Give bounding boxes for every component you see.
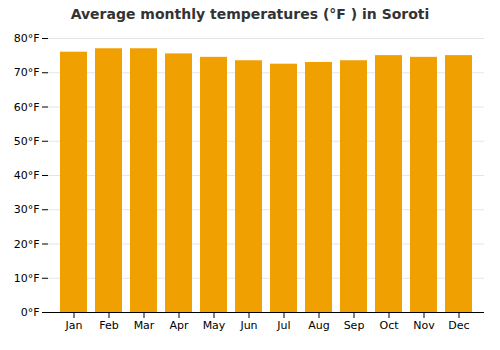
svg-text:40°F: 40°F [14, 169, 40, 182]
svg-text:20°F: 20°F [14, 238, 40, 251]
svg-text:Aug: Aug [308, 319, 329, 332]
svg-text:Jun: Jun [239, 319, 257, 332]
svg-text:May: May [203, 319, 226, 332]
svg-text:Jan: Jan [65, 319, 83, 332]
svg-text:Apr: Apr [169, 319, 189, 332]
svg-text:60°F: 60°F [14, 101, 40, 114]
svg-text:Mar: Mar [134, 319, 155, 332]
svg-text:Nov: Nov [413, 319, 435, 332]
svg-text:Feb: Feb [99, 319, 118, 332]
svg-text:Dec: Dec [448, 319, 469, 332]
svg-text:10°F: 10°F [14, 272, 40, 285]
svg-text:50°F: 50°F [14, 135, 40, 148]
svg-text:30°F: 30°F [14, 203, 40, 216]
svg-text:0°F: 0°F [21, 306, 40, 319]
svg-text:Oct: Oct [379, 319, 399, 332]
html-text:Average monthly temperatures (: Average monthly temperatures (°F ) in So… [70, 6, 430, 22]
svg-text:Jul: Jul [276, 319, 290, 332]
svg-text:70°F: 70°F [14, 66, 40, 79]
svg-text:Sep: Sep [344, 319, 365, 332]
svg-text:80°F: 80°F [14, 32, 40, 45]
